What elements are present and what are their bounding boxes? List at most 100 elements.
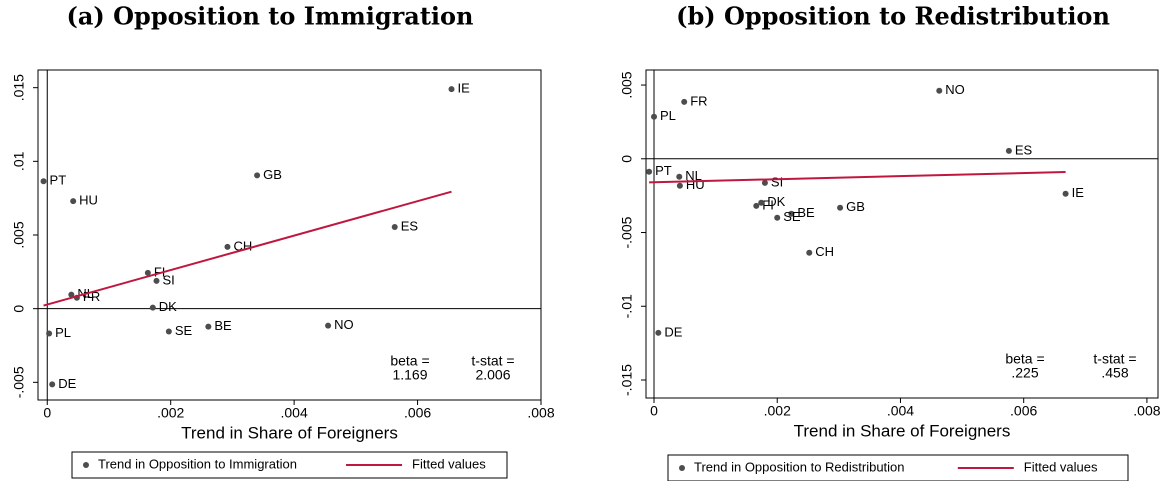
point xyxy=(254,172,261,179)
point xyxy=(448,86,455,93)
x-tick-label: .006 xyxy=(404,405,431,421)
point-label: PL xyxy=(660,108,676,123)
point xyxy=(49,381,56,388)
point-label: HU xyxy=(79,193,98,208)
point xyxy=(676,182,683,189)
chart-title: (b) Opposition to Redistribution xyxy=(676,2,1110,31)
annotation-value: .225 xyxy=(1011,365,1038,381)
point xyxy=(651,113,658,120)
annotation-label: beta = xyxy=(390,353,429,369)
point xyxy=(70,198,77,205)
y-tick-label: -.01 xyxy=(619,294,635,318)
point xyxy=(149,304,156,311)
plot-frame xyxy=(645,69,1159,399)
point-label: SI xyxy=(162,272,174,287)
point-label: NO xyxy=(334,317,354,332)
point-label: PL xyxy=(55,325,71,340)
point-label: NL xyxy=(685,168,702,183)
y-tick-label: .01 xyxy=(11,151,27,171)
point xyxy=(806,249,813,256)
point xyxy=(788,210,795,217)
y-tick-label: -.015 xyxy=(619,364,635,396)
legend-box xyxy=(667,454,1129,482)
y-tick-label: .015 xyxy=(11,74,27,101)
point-label: FR xyxy=(690,93,707,108)
point-label: BE xyxy=(797,205,815,220)
x-axis-title: Trend in Share of Foreigners xyxy=(181,423,398,442)
y-tick-label: -.005 xyxy=(619,216,635,248)
x-axis-title: Trend in Share of Foreigners xyxy=(794,421,1011,440)
point-label: FI xyxy=(762,197,774,212)
point xyxy=(655,329,662,336)
legend-label: Fitted values xyxy=(1024,459,1098,474)
point-label: PT xyxy=(50,173,67,188)
point-label: DE xyxy=(58,376,76,391)
annotation-label: beta = xyxy=(1005,351,1044,367)
legend-label: Trend in Opposition to Redistribution xyxy=(694,459,905,474)
point-label: DK xyxy=(767,194,785,209)
legend-label: Trend in Opposition to Immigration xyxy=(98,456,297,471)
point-label: ES xyxy=(401,218,419,233)
x-tick-label: .008 xyxy=(1133,403,1160,419)
point xyxy=(391,224,398,231)
point xyxy=(761,179,768,186)
point-label: HU xyxy=(686,177,705,192)
x-tick-label: 0 xyxy=(650,403,658,419)
point xyxy=(676,173,683,180)
legend-marker xyxy=(83,462,89,468)
point xyxy=(165,328,172,335)
legend-label: Fitted values xyxy=(412,456,486,471)
point xyxy=(753,202,760,209)
point-label: SI xyxy=(771,174,783,189)
annotation-value: .458 xyxy=(1101,365,1128,381)
x-tick-label: 0 xyxy=(43,405,51,421)
y-tick-label: 0 xyxy=(619,155,635,163)
y-tick-label: 0 xyxy=(11,305,27,313)
legend-box xyxy=(71,451,508,479)
annotation-label: t-stat = xyxy=(1093,351,1136,367)
x-tick-label: .008 xyxy=(527,405,554,421)
x-tick-label: .002 xyxy=(157,405,184,421)
point-label: GB xyxy=(846,199,865,214)
fitted-line xyxy=(649,171,1066,184)
x-tick-label: .006 xyxy=(1010,403,1037,419)
point-label: DE xyxy=(664,324,682,339)
point-label: BE xyxy=(214,318,232,333)
point-label: DK xyxy=(159,299,177,314)
point-label: CH xyxy=(815,244,834,259)
point xyxy=(46,330,53,337)
point xyxy=(837,204,844,211)
point-label: NO xyxy=(945,82,965,97)
point-label: FI xyxy=(154,264,166,279)
y-tick-label: .005 xyxy=(11,221,27,248)
point-label: IE xyxy=(1072,185,1085,200)
annotation-value: 1.169 xyxy=(392,367,427,383)
y-tick-label: .005 xyxy=(619,71,635,98)
fitted-line xyxy=(43,190,452,307)
x-tick-label: .002 xyxy=(764,403,791,419)
point xyxy=(758,199,765,206)
point xyxy=(224,243,231,250)
point-label: SE xyxy=(783,209,801,224)
point-label: PT xyxy=(655,163,672,178)
point xyxy=(646,168,653,175)
chart-title: (a) Opposition to Immigration xyxy=(67,2,474,31)
point-label: IE xyxy=(458,81,471,96)
x-tick-label: .004 xyxy=(887,403,914,419)
point xyxy=(205,323,212,330)
point xyxy=(1005,147,1012,154)
annotation-label: t-stat = xyxy=(471,353,514,369)
point xyxy=(1062,190,1069,197)
point xyxy=(153,277,160,284)
point xyxy=(325,322,332,329)
point xyxy=(774,214,781,221)
point-label: GB xyxy=(263,167,282,182)
point xyxy=(681,98,688,105)
point xyxy=(68,291,75,298)
point-label: SE xyxy=(175,323,193,338)
point-label: ES xyxy=(1015,142,1033,157)
y-tick-label: -.005 xyxy=(11,366,27,398)
annotation-value: 2.006 xyxy=(475,367,510,383)
